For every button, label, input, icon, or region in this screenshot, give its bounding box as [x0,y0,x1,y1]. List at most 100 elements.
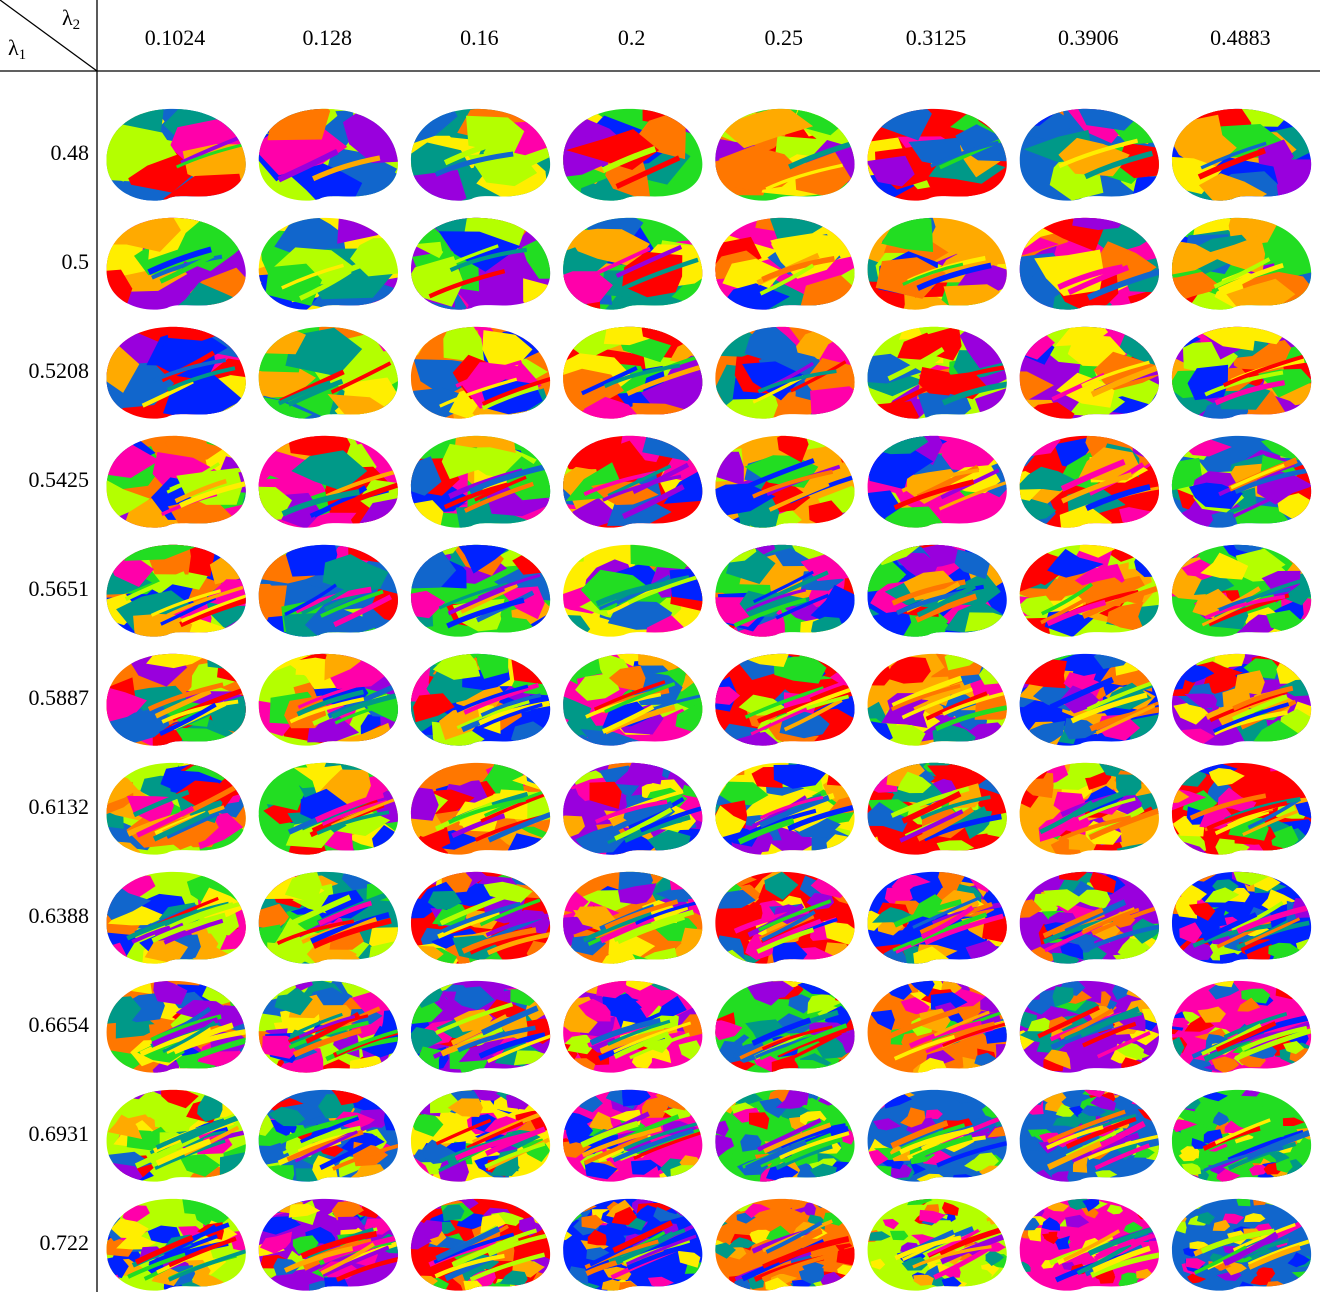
patch [987,873,1019,895]
patch [1146,950,1167,970]
parcellation [236,970,410,1084]
parcellation [233,527,433,653]
brain-image [390,415,583,535]
patch [981,537,1033,566]
parcellation [691,636,879,757]
patch [77,270,133,314]
parcellation [534,425,721,530]
patch [1295,980,1320,997]
parcellation [994,419,1185,535]
patch [533,1272,558,1291]
patch [1008,981,1043,997]
patch [166,310,244,341]
patch [554,1203,578,1220]
parcellation [702,866,859,972]
row-header: 0.6132 [29,794,90,819]
row-header: 0.5 [62,249,90,274]
parcellation [388,312,557,441]
parcellation [858,1083,1019,1187]
patch [667,966,700,993]
brain-image [861,969,1022,1080]
figure: λ2 λ1 0.10240.1280.160.20.250.31250.3906… [0,0,1320,1292]
parcellation [532,207,717,328]
patch [229,1077,267,1102]
col-symbol: λ2 [62,5,80,33]
column-header: 0.1024 [145,25,206,50]
brain-image [399,1190,564,1292]
patch [1119,638,1151,665]
patch [1283,972,1306,990]
parcellation [1148,645,1320,754]
parcellation [542,966,723,1078]
patch [859,1083,887,1098]
patch [221,1081,263,1103]
brain-image [994,419,1185,535]
patch [1131,1089,1157,1106]
brain-image [77,196,265,324]
parcellation [1013,1082,1164,1186]
patch [1148,670,1185,691]
parcellation [384,196,589,330]
patch [516,1193,540,1210]
brain-image [987,312,1191,433]
brain-image [382,529,584,648]
patch [857,1200,879,1212]
patch [268,92,331,140]
patch [965,612,1019,631]
brain-image [388,312,557,441]
brain-image [1156,970,1320,1077]
parcellation [68,525,274,650]
brain-image [858,1083,1019,1187]
patch [524,751,560,783]
patch [525,1082,562,1104]
brain-image [242,1187,411,1292]
patch [632,403,704,435]
patch [630,535,694,569]
parcellation [704,1081,870,1188]
parcellation [231,191,424,319]
brain-image [691,636,879,757]
patch [536,615,591,642]
patch [972,976,1000,993]
patch [670,1165,697,1185]
brain-image [1155,753,1320,866]
subscript: 1 [19,47,27,63]
parcellation [690,530,873,649]
patch [976,318,1027,358]
patch [407,530,461,556]
parcellation [399,1190,564,1292]
row-header: 0.6931 [29,1121,90,1146]
brain-image [93,1077,267,1191]
parcellation [550,301,740,441]
brain-image [550,856,724,973]
parcellation [238,89,429,213]
patch [245,1081,287,1102]
symbol: λ [8,35,19,60]
parcellation [984,190,1186,320]
parcellation [93,968,263,1085]
brain-image [382,746,576,869]
patch [1134,547,1178,577]
parcellation [703,1192,865,1292]
brain-image [550,749,719,868]
parcellation [697,972,871,1078]
parcellation [388,856,567,974]
parcellation [93,1077,267,1191]
brain-image [837,202,1043,324]
parcellation [81,639,279,758]
parcellation [1137,204,1320,325]
brain-image [544,637,728,760]
patch [1276,658,1319,684]
patch [1283,1090,1298,1103]
column-header: 0.3125 [906,25,967,50]
patch [400,856,431,886]
parcellation [693,200,876,332]
brain-image [534,425,721,530]
brain-image [77,743,258,870]
parcellation [227,307,442,439]
brain-image [833,524,1032,642]
parcellation [232,637,422,757]
parcellation [252,748,420,871]
patch [885,656,930,683]
row-header: 0.6388 [29,903,90,928]
